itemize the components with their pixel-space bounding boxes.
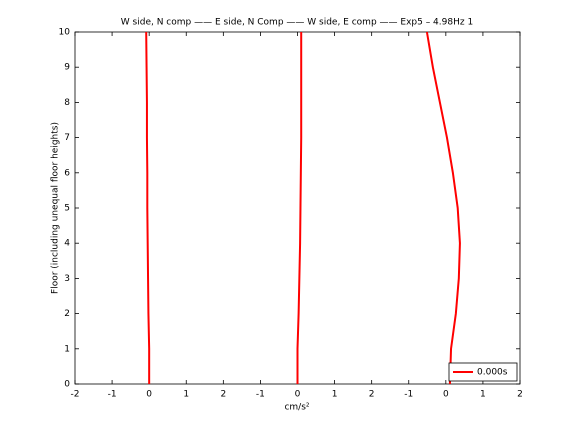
x-tick-label: -2	[71, 390, 80, 400]
x-tick-label: 1	[183, 390, 189, 400]
x-tick-label: -1	[256, 390, 265, 400]
y-tick-label: 1	[64, 344, 70, 354]
y-tick-label: 8	[64, 98, 70, 108]
y-tick-label: 6	[64, 168, 70, 178]
y-tick-label: 7	[64, 133, 70, 143]
x-tick-label: 1	[332, 390, 338, 400]
x-axis-label: cm/s²	[284, 403, 309, 413]
y-tick-label: 4	[64, 239, 70, 249]
line-series	[296, 32, 303, 384]
line-series	[425, 31, 461, 385]
y-axis-label: Floor (including unequal floor heights)	[51, 122, 61, 294]
y-tick-label: 5	[64, 204, 70, 214]
y-tick-label: 2	[64, 309, 70, 319]
y-tick-label: 0	[64, 380, 70, 390]
y-tick-label: 10	[59, 28, 71, 38]
y-tick-label: 3	[64, 274, 70, 284]
legend-box	[448, 362, 518, 382]
line-series	[145, 31, 151, 384]
x-tick-label: 0	[443, 390, 449, 400]
x-tick-label: -1	[404, 390, 413, 400]
x-tick-label: 2	[220, 390, 226, 400]
x-tick-label: 0	[146, 390, 152, 400]
x-tick-label: 1	[480, 390, 486, 400]
legend-label: 0.000s	[477, 368, 508, 378]
y-tick-label: 9	[64, 63, 70, 73]
chart-title: W side, N comp —— E side, N Comp —— W si…	[121, 18, 473, 28]
x-tick-label: 2	[517, 390, 523, 400]
x-tick-label: 2	[369, 390, 375, 400]
x-tick-label: -1	[108, 390, 117, 400]
x-tick-label: 0	[295, 390, 301, 400]
